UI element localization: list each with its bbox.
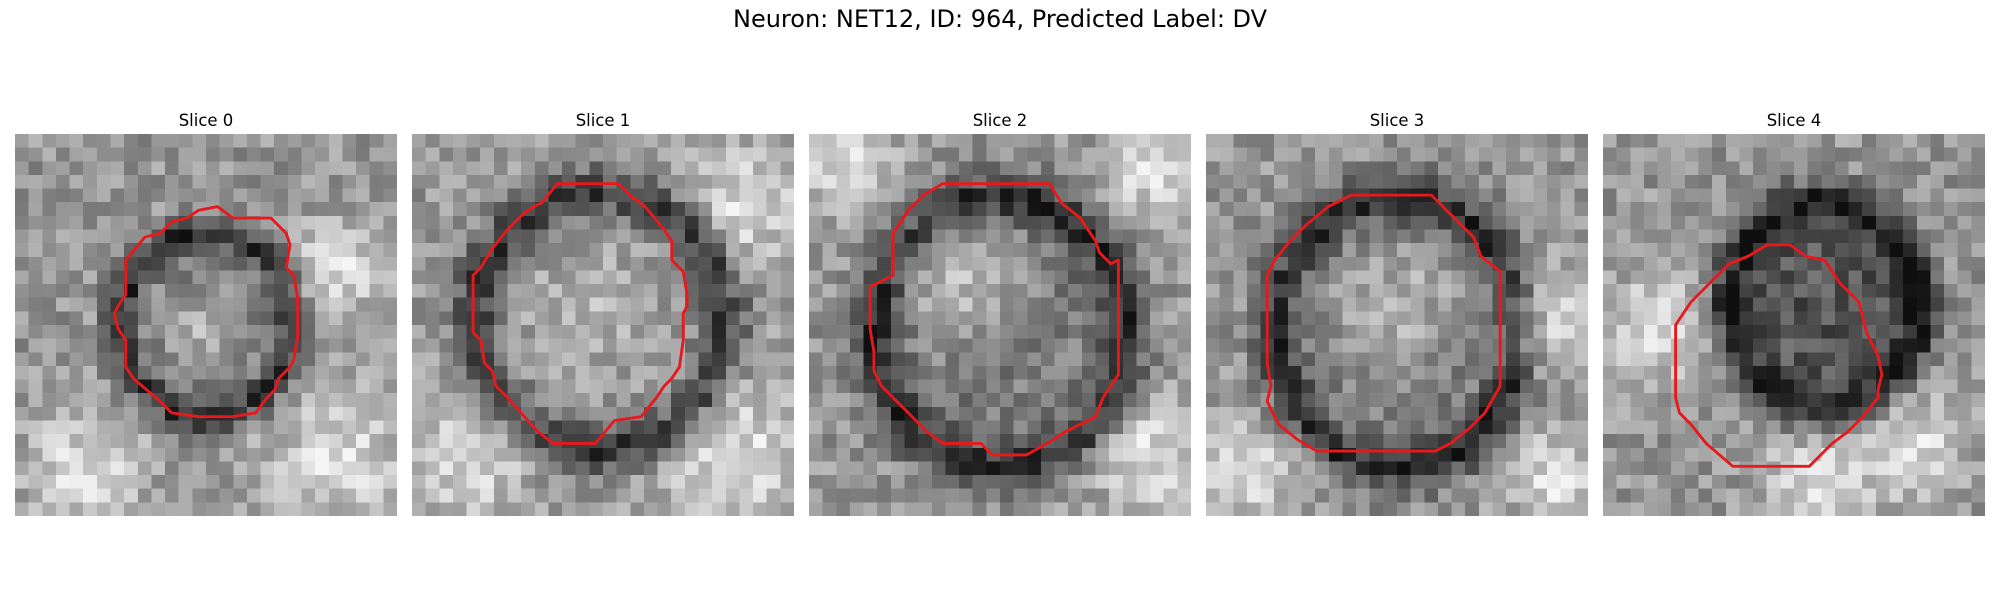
slice-panel-4: Slice 4: [1603, 108, 1985, 516]
segmentation-contour: [868, 182, 1120, 457]
pixel-grid: [15, 134, 397, 516]
slice-image-1: [412, 134, 794, 516]
slice-image-2: [809, 134, 1191, 516]
slice-panel-3: Slice 3: [1206, 108, 1588, 516]
slice-panel-1: Slice 1: [412, 108, 794, 516]
slice-title-3: Slice 3: [1369, 111, 1425, 130]
segmentation-contour: [112, 205, 300, 419]
segmentation-contour: [1265, 193, 1502, 453]
slice-title-0: Slice 0: [178, 111, 234, 130]
slice-image-0: [15, 134, 397, 516]
slice-panel-2: Slice 2: [809, 108, 1191, 516]
figure-title: Neuron: NET12, ID: 964, Predicted Label:…: [732, 5, 1268, 33]
pixel-grid: [1206, 134, 1588, 516]
slice-title-1: Slice 1: [575, 111, 631, 130]
segmentation-contour: [1674, 243, 1884, 468]
slice-panel-0: Slice 0: [15, 108, 397, 516]
pixel-grid: [1603, 134, 1985, 516]
pixel-grid: [412, 134, 794, 516]
segmentation-contour: [471, 182, 689, 445]
slice-image-3: [1206, 134, 1588, 516]
slice-title-2: Slice 2: [972, 111, 1028, 130]
slice-image-4: [1603, 134, 1985, 516]
pixel-grid: [809, 134, 1191, 516]
slice-title-4: Slice 4: [1766, 111, 1822, 130]
